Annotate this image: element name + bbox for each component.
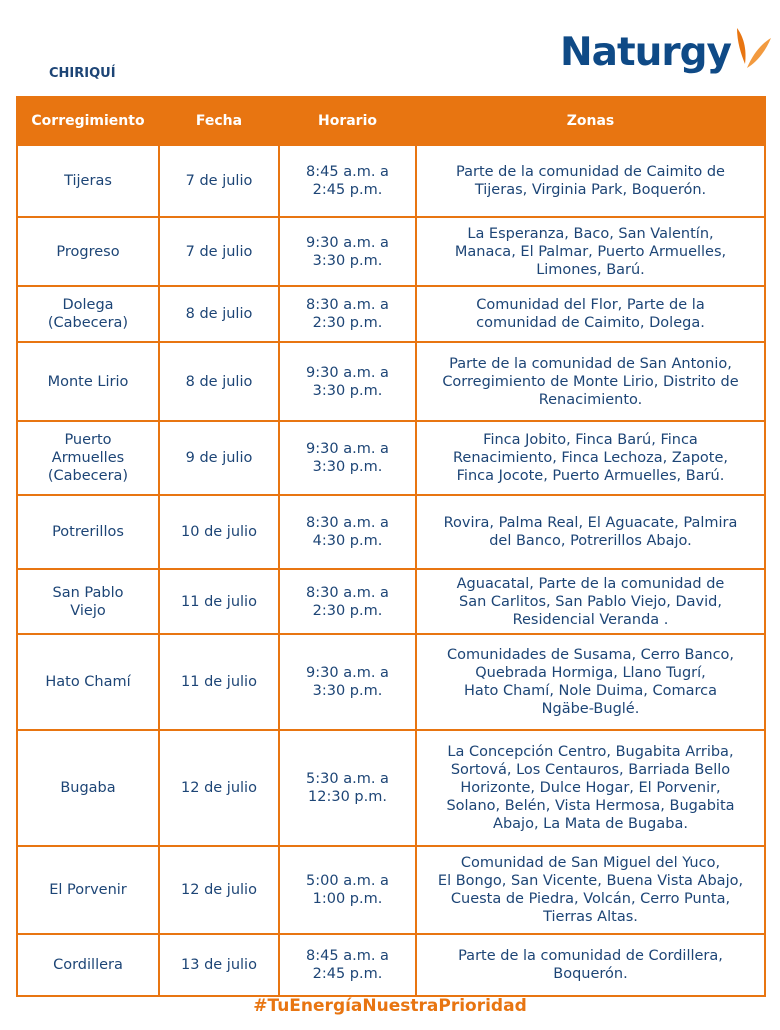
table-row: Potrerillos 10 de julio 8:30 a.m. a 4:30 p… (16, 494, 766, 570)
table-row: Cordillera 13 de julio 8:45 a.m. a 2:45 p.… (16, 933, 766, 997)
table-row: Puerto Armuelles (Cabecera) 9 de julio 9:3… (16, 420, 766, 496)
cell-corregimiento: El Porvenir (16, 845, 160, 935)
cell-zonas: La Concepción Centro, Bugabita Arriba, S… (415, 729, 766, 847)
cell-horario: 8:30 a.m. a 2:30 p.m. (278, 568, 417, 635)
cell-horario: 5:30 a.m. a 12:30 p.m. (278, 729, 417, 847)
cell-fecha: 10 de julio (158, 494, 280, 570)
cell-zonas: Parte de la comunidad de Cordillera, Boq… (415, 933, 766, 997)
table-row: Monte Lirio 8 de julio 9:30 a.m. a 3:30 p.… (16, 341, 766, 422)
table-row: El Porvenir 12 de julio 5:00 a.m. a 1:00 p… (16, 845, 766, 935)
cell-fecha: 11 de julio (158, 568, 280, 635)
cell-corregimiento: Tijeras (16, 144, 160, 218)
cell-fecha: 7 de julio (158, 144, 280, 218)
hashtag-footer: #TuEnergíaNuestraPrioridad (253, 996, 527, 1016)
table-header-row: Corregimiento Fecha Horario Zonas (16, 96, 766, 146)
cell-corregimiento: Bugaba (16, 729, 160, 847)
header-zonas: Zonas (415, 96, 766, 146)
cell-zonas: Aguacatal, Parte de la comunidad de San … (415, 568, 766, 635)
cell-horario: 8:30 a.m. a 4:30 p.m. (278, 494, 417, 570)
cell-zonas: Finca Jobito, Finca Barú, Finca Renacimi… (415, 420, 766, 496)
cell-corregimiento: Progreso (16, 216, 160, 287)
cell-fecha: 11 de julio (158, 633, 280, 731)
cell-fecha: 9 de julio (158, 420, 280, 496)
cell-fecha: 12 de julio (158, 729, 280, 847)
logo-text: Naturgy (560, 30, 732, 75)
table-row: Dolega (Cabecera) 8 de julio 8:30 a.m. a 2… (16, 285, 766, 343)
cell-horario: 8:45 a.m. a 2:45 p.m. (278, 144, 417, 218)
cell-fecha: 8 de julio (158, 285, 280, 343)
cell-corregimiento: Monte Lirio (16, 341, 160, 422)
cell-fecha: 7 de julio (158, 216, 280, 287)
cell-corregimiento: Hato Chamí (16, 633, 160, 731)
cell-horario: 9:30 a.m. a 3:30 p.m. (278, 216, 417, 287)
schedule-table: Corregimiento Fecha Horario Zonas Tijera… (16, 96, 766, 997)
cell-corregimiento: Cordillera (16, 933, 160, 997)
cell-horario: 8:30 a.m. a 2:30 p.m. (278, 285, 417, 343)
cell-corregimiento: Puerto Armuelles (Cabecera) (16, 420, 160, 496)
cell-fecha: 13 de julio (158, 933, 280, 997)
cell-horario: 8:45 a.m. a 2:45 p.m. (278, 933, 417, 997)
cell-corregimiento: San Pablo Viejo (16, 568, 160, 635)
cell-fecha: 8 de julio (158, 341, 280, 422)
region-title: CHIRIQUÍ (49, 66, 116, 81)
cell-zonas: Rovira, Palma Real, El Aguacate, Palmira… (415, 494, 766, 570)
table-row: Progreso 7 de julio 9:30 a.m. a 3:30 p.m. L… (16, 216, 766, 287)
cell-fecha: 12 de julio (158, 845, 280, 935)
table-row: Tijeras 7 de julio 8:45 a.m. a 2:45 p.m. Pa… (16, 144, 766, 218)
cell-horario: 9:30 a.m. a 3:30 p.m. (278, 341, 417, 422)
butterfly-icon (736, 28, 771, 68)
cell-horario: 5:00 a.m. a 1:00 p.m. (278, 845, 417, 935)
cell-corregimiento: Dolega (Cabecera) (16, 285, 160, 343)
header-fecha: Fecha (158, 96, 280, 146)
cell-zonas: Parte de la comunidad de San Antonio, Co… (415, 341, 766, 422)
cell-zonas: Parte de la comunidad de Caimito de Tije… (415, 144, 766, 218)
cell-zonas: Comunidad de San Miguel del Yuco, El Bon… (415, 845, 766, 935)
cell-horario: 9:30 a.m. a 3:30 p.m. (278, 633, 417, 731)
cell-zonas: Comunidades de Susama, Cerro Banco, Queb… (415, 633, 766, 731)
cell-zonas: Comunidad del Flor, Parte de la comunida… (415, 285, 766, 343)
table-row: Bugaba 12 de julio 5:30 a.m. a 12:30 p.m. L… (16, 729, 766, 847)
table-row: San Pablo Viejo 11 de julio 8:30 a.m. a 2:… (16, 568, 766, 635)
naturgy-logo: Naturgy (560, 24, 775, 84)
header-horario: Horario (278, 96, 417, 146)
header-corregimiento: Corregimiento (16, 96, 160, 146)
cell-zonas: La Esperanza, Baco, San Valentín, Manaca… (415, 216, 766, 287)
cell-corregimiento: Potrerillos (16, 494, 160, 570)
table-row: Hato Chamí 11 de julio 9:30 a.m. a 3:30 p.… (16, 633, 766, 731)
cell-horario: 9:30 a.m. a 3:30 p.m. (278, 420, 417, 496)
